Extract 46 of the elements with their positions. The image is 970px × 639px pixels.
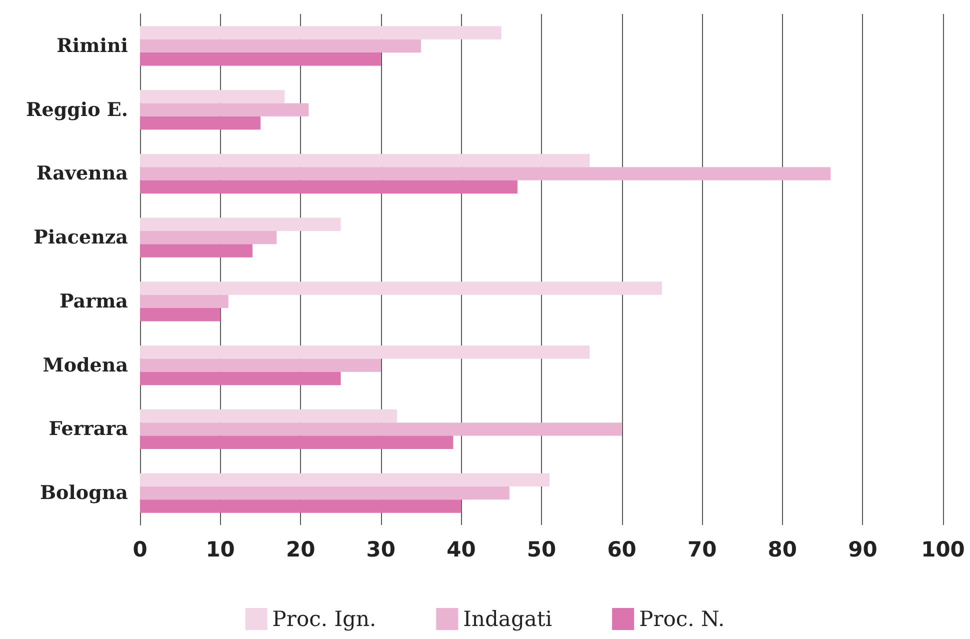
legend-label: Indagati — [463, 607, 552, 631]
y-tick-label: Parma — [59, 290, 128, 312]
y-tick-label: Piacenza — [34, 226, 128, 249]
bar — [140, 486, 510, 500]
bar — [140, 372, 341, 386]
bar — [140, 409, 397, 423]
bar — [140, 180, 518, 194]
bar — [140, 218, 341, 231]
x-tick-label: 50 — [526, 538, 556, 562]
bar — [140, 26, 502, 40]
legend-label: Proc. Ign. — [272, 607, 376, 631]
bar — [140, 282, 662, 295]
bar — [140, 436, 454, 449]
y-tick-label: Rimini — [56, 34, 128, 57]
bar — [140, 308, 220, 322]
bar — [140, 500, 462, 513]
bar — [140, 116, 260, 130]
x-tick-label: 40 — [446, 538, 476, 562]
bar — [140, 52, 381, 66]
bar — [140, 473, 550, 486]
y-tick-label: Ferrara — [48, 418, 128, 440]
bar — [140, 358, 381, 372]
x-tick-label: 100 — [921, 538, 965, 562]
bar — [140, 230, 277, 244]
x-tick-label: 80 — [768, 538, 798, 562]
y-tick-label: Reggio E. — [26, 98, 128, 121]
x-tick-label: 60 — [607, 538, 636, 562]
y-tick-label: Ravenna — [36, 162, 128, 185]
legend-label: Proc. N. — [639, 607, 725, 631]
bar — [140, 167, 831, 180]
x-tick-label: 20 — [286, 538, 316, 562]
x-tick-label: 0 — [132, 538, 148, 562]
bar — [140, 154, 590, 168]
bar — [140, 346, 590, 359]
y-tick-label: Bologna — [40, 482, 128, 504]
bar — [140, 103, 309, 116]
bar — [140, 90, 285, 104]
x-tick-label: 70 — [687, 538, 717, 562]
bar — [140, 294, 228, 308]
x-tick-label: 90 — [848, 538, 878, 562]
y-tick-label: Modena — [42, 354, 128, 376]
x-tick-label: 30 — [366, 538, 396, 562]
bar — [140, 422, 622, 436]
bar — [140, 244, 252, 258]
bar — [140, 39, 422, 53]
x-tick-label: 10 — [206, 538, 235, 562]
